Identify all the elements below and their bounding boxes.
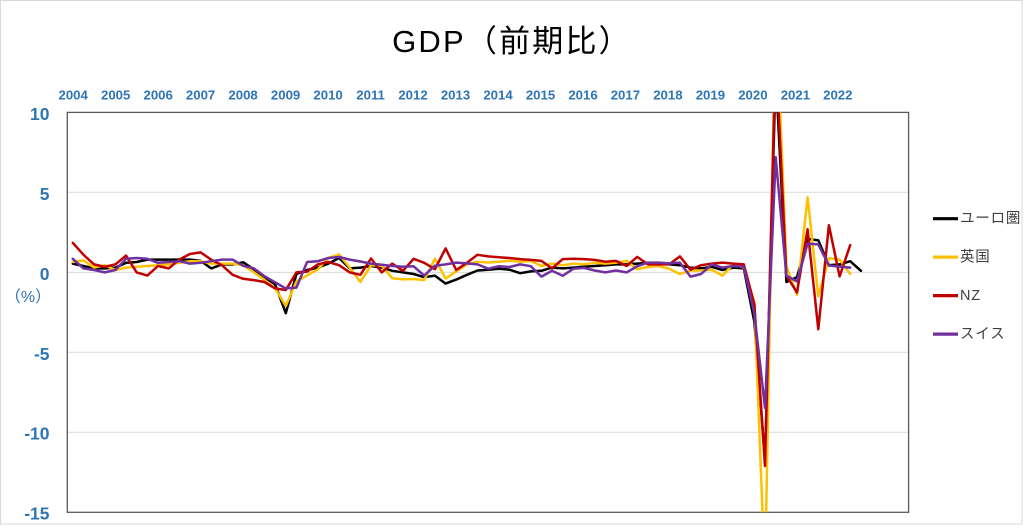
svg-text:-15: -15: [24, 504, 50, 524]
svg-text:スイス: スイス: [960, 327, 1005, 343]
svg-text:NZ: NZ: [960, 288, 981, 304]
svg-text:2011: 2011: [356, 88, 385, 103]
svg-text:GDP（前期比）: GDP（前期比）: [392, 24, 632, 59]
svg-text:0: 0: [40, 264, 50, 284]
svg-text:（%）: （%）: [5, 288, 51, 306]
svg-text:2022: 2022: [823, 88, 852, 103]
svg-text:2016: 2016: [568, 88, 597, 103]
svg-text:2004: 2004: [59, 88, 89, 103]
svg-text:2021: 2021: [781, 88, 810, 103]
svg-text:2013: 2013: [441, 88, 470, 103]
svg-text:2015: 2015: [526, 88, 555, 103]
svg-text:2019: 2019: [696, 88, 725, 103]
svg-text:2010: 2010: [313, 88, 342, 103]
svg-text:2007: 2007: [186, 88, 215, 103]
svg-text:-10: -10: [24, 424, 50, 444]
svg-text:ユーロ圏: ユーロ圏: [960, 211, 1021, 227]
svg-text:10: 10: [30, 104, 50, 124]
svg-text:2005: 2005: [101, 88, 130, 103]
svg-text:英国: 英国: [960, 248, 991, 266]
svg-text:-5: -5: [34, 344, 50, 364]
svg-text:2018: 2018: [653, 88, 682, 103]
svg-text:2006: 2006: [144, 88, 173, 103]
svg-text:2009: 2009: [271, 88, 300, 103]
svg-text:2012: 2012: [398, 88, 427, 103]
svg-text:2008: 2008: [228, 88, 257, 103]
svg-text:2014: 2014: [483, 88, 513, 103]
svg-text:2020: 2020: [738, 88, 767, 103]
svg-text:2017: 2017: [611, 88, 640, 103]
svg-text:5: 5: [40, 184, 50, 204]
